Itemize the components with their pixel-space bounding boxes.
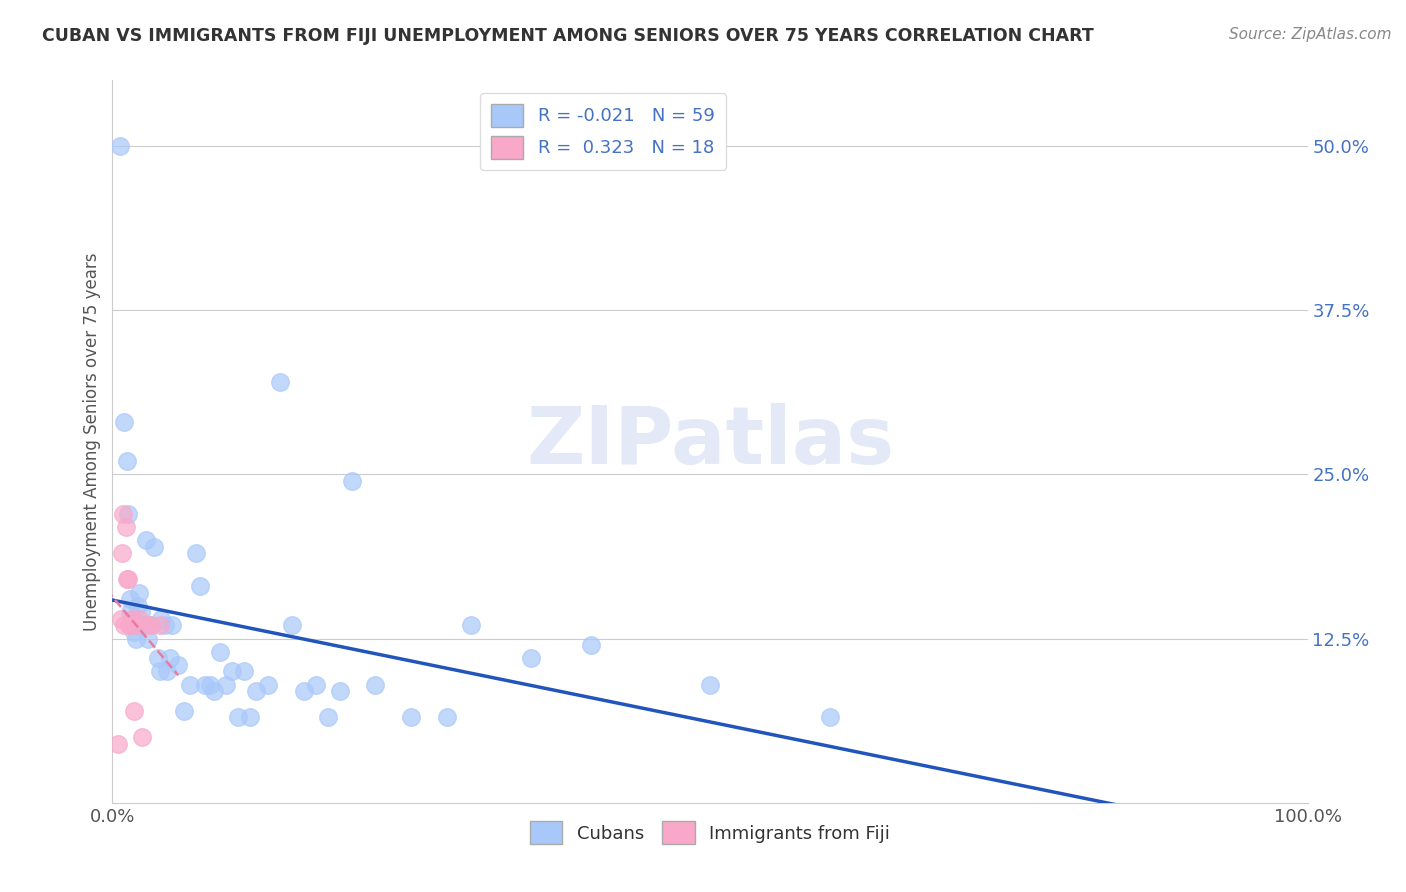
Point [156, 665, 179, 679]
Point [138, 632, 160, 646]
Point [818, 710, 841, 724]
Point [150, 612, 173, 626]
Point [111, 546, 134, 560]
Point [120, 618, 142, 632]
Point [114, 415, 135, 429]
Point [114, 618, 135, 632]
Point [221, 665, 243, 679]
Point [364, 677, 387, 691]
Point [108, 139, 131, 153]
Point [188, 579, 211, 593]
Point [233, 665, 256, 679]
Point [121, 612, 143, 626]
Point [128, 612, 150, 626]
Point [460, 618, 482, 632]
Point [292, 684, 315, 698]
Point [112, 507, 135, 521]
Point [215, 677, 238, 691]
Point [124, 618, 146, 632]
Legend: Cubans, Immigrants from Fiji: Cubans, Immigrants from Fiji [523, 814, 897, 852]
Point [305, 677, 328, 691]
Point [114, 520, 136, 534]
Point [117, 573, 139, 587]
Point [179, 677, 201, 691]
Point [125, 618, 148, 632]
Point [173, 704, 195, 718]
Point [125, 632, 148, 646]
Point [121, 618, 143, 632]
Point [149, 665, 172, 679]
Text: Source: ZipAtlas.com: Source: ZipAtlas.com [1229, 27, 1392, 42]
Point [139, 618, 162, 632]
Y-axis label: Unemployment Among Seniors over 75 years: Unemployment Among Seniors over 75 years [83, 252, 101, 631]
Point [135, 618, 157, 632]
Point [281, 618, 304, 632]
Point [135, 533, 157, 547]
Point [699, 677, 721, 691]
Point [115, 573, 138, 587]
Point [159, 651, 181, 665]
Point [122, 612, 145, 626]
Point [436, 710, 458, 724]
Point [153, 618, 176, 632]
Point [146, 651, 169, 665]
Point [226, 710, 249, 724]
Point [340, 474, 363, 488]
Point [245, 684, 267, 698]
Point [128, 585, 150, 599]
Point [117, 507, 139, 521]
Point [139, 618, 162, 632]
Point [257, 677, 280, 691]
Point [118, 618, 141, 632]
Point [269, 376, 291, 390]
Point [129, 605, 152, 619]
Point [162, 618, 183, 632]
Point [115, 454, 138, 468]
Text: CUBAN VS IMMIGRANTS FROM FIJI UNEMPLOYMENT AMONG SENIORS OVER 75 YEARS CORRELATI: CUBAN VS IMMIGRANTS FROM FIJI UNEMPLOYME… [42, 27, 1094, 45]
Point [131, 730, 153, 744]
Point [316, 710, 339, 724]
Point [167, 657, 190, 672]
Point [200, 677, 222, 691]
Point [239, 710, 262, 724]
Point [193, 677, 215, 691]
Point [122, 704, 145, 718]
Point [186, 546, 208, 560]
Point [122, 625, 145, 640]
Point [149, 618, 172, 632]
Point [202, 684, 225, 698]
Point [143, 540, 166, 554]
Point [121, 612, 143, 626]
Point [110, 612, 132, 626]
Point [127, 599, 149, 613]
Point [132, 618, 155, 632]
Point [579, 638, 602, 652]
Point [120, 592, 142, 607]
Point [131, 618, 153, 632]
Point [329, 684, 352, 698]
Point [209, 645, 232, 659]
Point [520, 651, 543, 665]
Point [401, 710, 423, 724]
Point [120, 605, 142, 619]
Point [107, 737, 129, 751]
Text: ZIPatlas: ZIPatlas [526, 402, 894, 481]
